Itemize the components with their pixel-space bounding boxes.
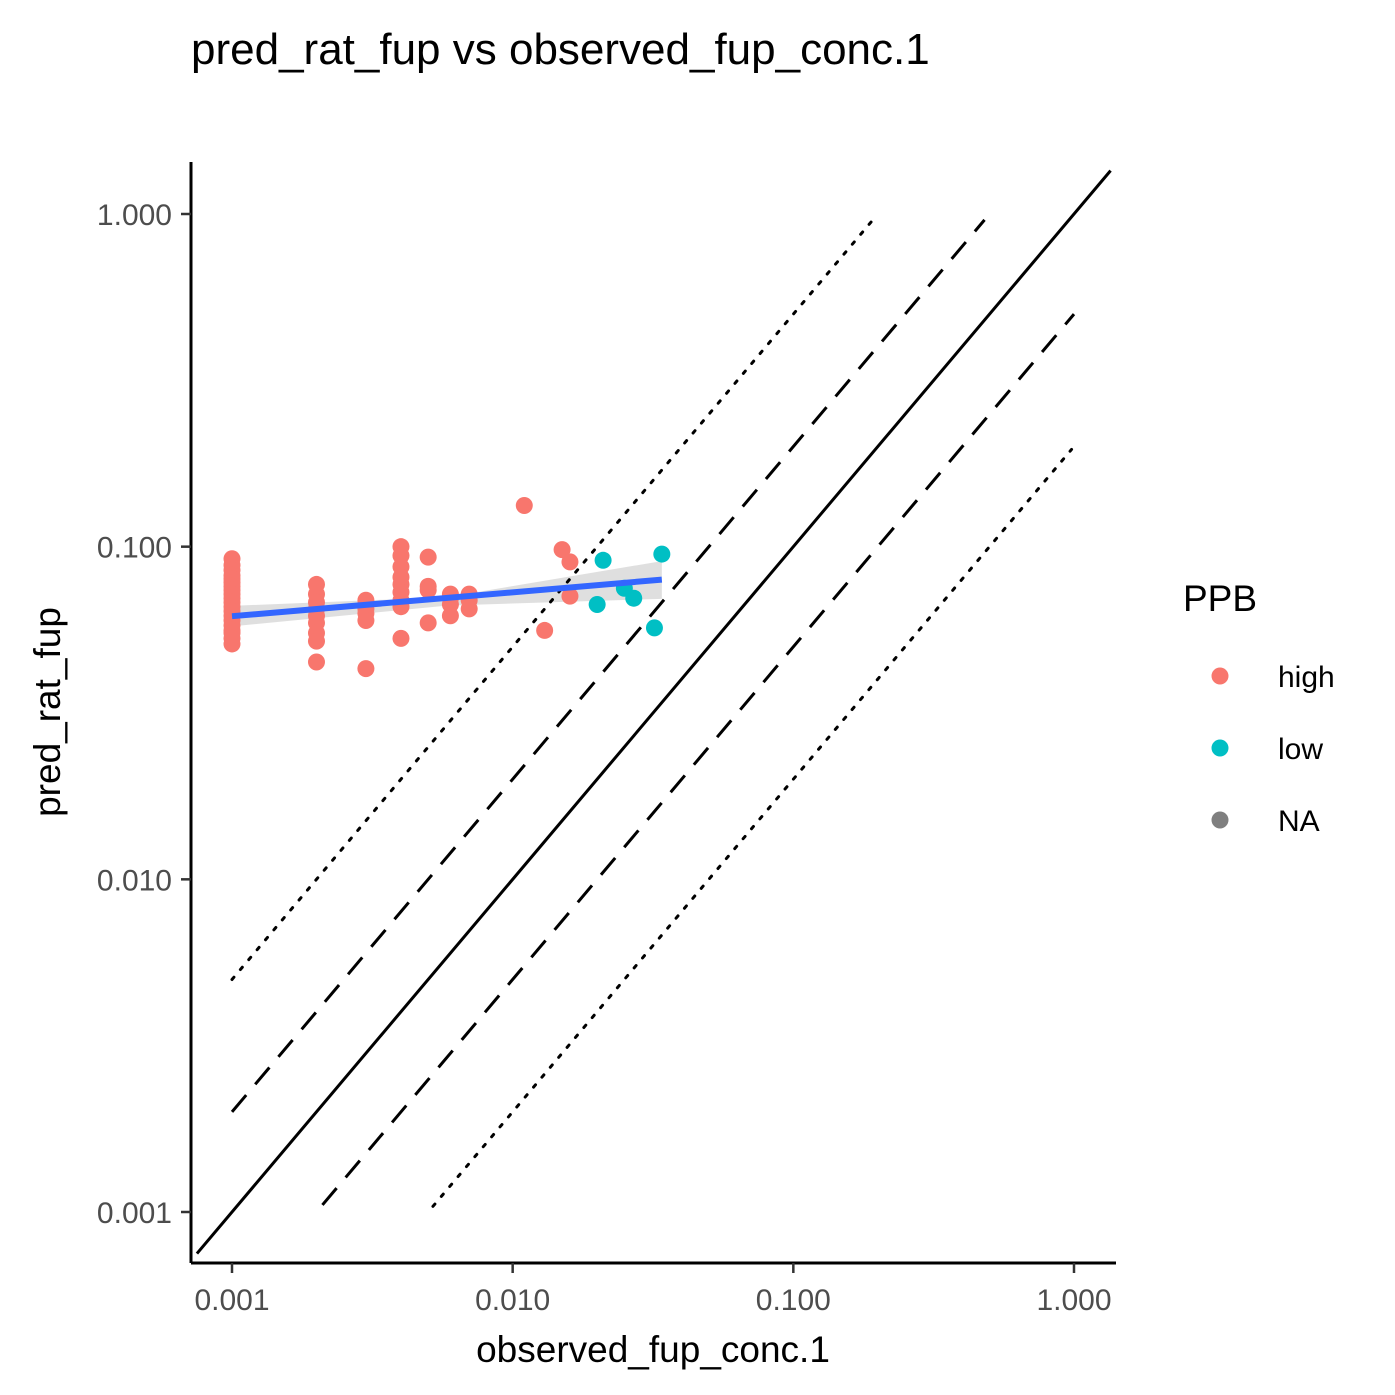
legend-label-high: high: [1278, 661, 1335, 694]
reference-line-dashed-2: [321, 313, 1076, 1206]
legend: PPB high low NA: [1183, 578, 1335, 838]
point-high-54: [460, 600, 478, 618]
point-high-56: [536, 621, 554, 639]
point-high-44: [419, 548, 437, 566]
point-high-55: [515, 496, 533, 514]
regression-line: [231, 576, 663, 620]
y-axis-title: pred_rat_fup: [27, 607, 68, 817]
x-tick-label: 1.000: [1036, 1284, 1111, 1317]
y-tick-label: 1.000: [97, 199, 172, 232]
point-high-47: [419, 614, 437, 632]
point-high-27: [307, 632, 325, 650]
y-ticks: 0.001 0.010 0.100 1.000: [97, 199, 191, 1230]
reference-line-dotted-3: [230, 219, 874, 981]
point-high-58: [561, 553, 579, 571]
chart-title: pred_rat_fup vs observed_fup_conc.1: [191, 25, 930, 74]
axes: 0.001 0.010 0.100 1.000 0.001 0.010 0.100 1.00…: [97, 162, 1116, 1317]
point-low-1: [588, 596, 606, 614]
legend-key-na: [1211, 811, 1229, 829]
point-low-0: [594, 551, 612, 569]
point-high-33: [357, 611, 375, 629]
y-tick-label: 0.001: [97, 1197, 172, 1230]
reference-lines: [195, 169, 1112, 1255]
point-high-19: [223, 635, 241, 653]
reference-line-dotted-4: [431, 447, 1074, 1208]
legend-label-low: low: [1278, 733, 1323, 766]
point-low-3: [625, 589, 643, 607]
y-tick-label: 0.100: [97, 532, 172, 565]
point-low-5: [653, 545, 671, 563]
legend-title: PPB: [1183, 578, 1257, 619]
point-high-51: [441, 607, 459, 625]
x-axis-title: observed_fup_conc.1: [476, 1329, 830, 1370]
fit-line: [231, 576, 663, 620]
point-high-46: [419, 581, 437, 599]
x-ticks: 0.001 0.010 0.100 1.000: [194, 1263, 1112, 1317]
x-tick-label: 0.100: [756, 1284, 831, 1317]
reference-line-solid-0: [195, 169, 1112, 1255]
legend-key-high: [1211, 667, 1229, 685]
y-tick-label: 0.010: [97, 864, 172, 897]
point-high-57: [553, 541, 571, 559]
point-low-4: [645, 619, 663, 637]
x-tick-label: 0.001: [194, 1284, 269, 1317]
point-high-28: [307, 653, 325, 671]
point-high-34: [357, 660, 375, 678]
reference-line-dashed-1: [230, 218, 986, 1113]
point-high-59: [561, 587, 579, 605]
legend-key-low: [1211, 739, 1229, 757]
legend-label-na: NA: [1278, 805, 1320, 838]
x-tick-label: 0.010: [475, 1284, 550, 1317]
point-high-43: [392, 629, 410, 647]
